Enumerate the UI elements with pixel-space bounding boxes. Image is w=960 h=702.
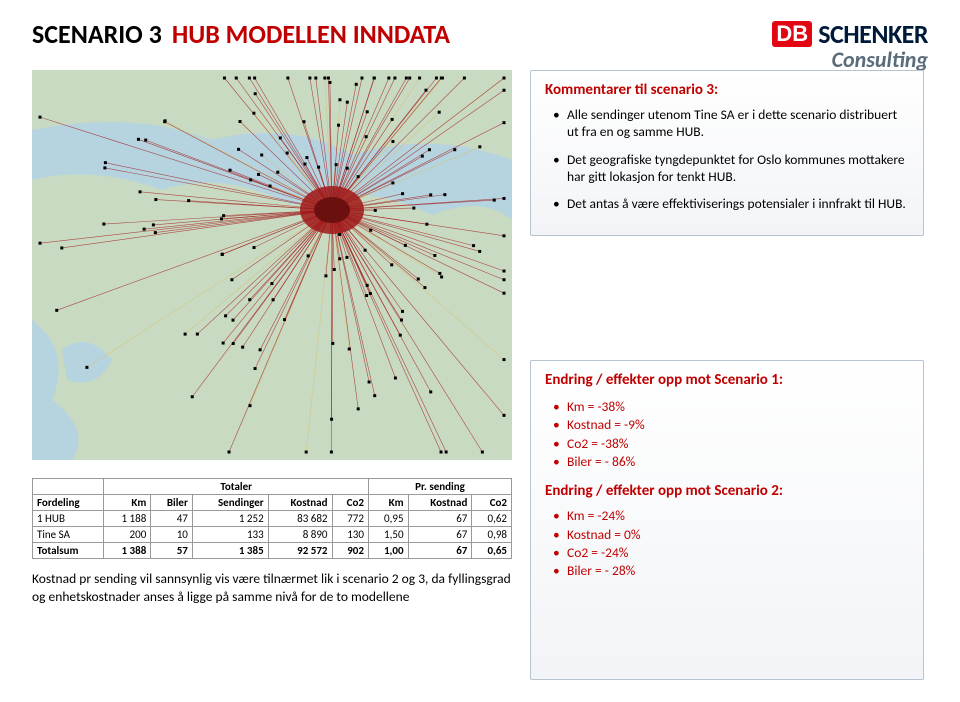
effects-box: Endring / effekter opp mot Scenario 1: K… (530, 360, 924, 680)
comments-box: Kommentarer til scenario 3: Alle sending… (530, 70, 924, 236)
comment-item: Det geografiske tyngdepunktet for Oslo k… (545, 151, 909, 186)
col-header: Fordeling (33, 495, 104, 511)
effects-title-2: Endring / effekter opp mot Scenario 2: (545, 482, 909, 501)
effects-list-2: Km = -24% Kostnad = 0%Co2 = -24%Biler = -… (545, 507, 909, 579)
effect-item: Kostnad = 0% (545, 526, 909, 543)
col-header: Km (104, 495, 151, 511)
effect-item: Km = -24% (545, 507, 909, 524)
col-header: Sendinger (192, 495, 268, 511)
header: SCENARIO 3 HUB MODELLEN INNDATA DB SCHEN… (32, 18, 928, 73)
data-table: TotalerPr. sendingFordelingKmBilerSendin… (32, 478, 512, 559)
group-totaler: Totaler (104, 479, 369, 495)
col-header: Kostnad (408, 495, 472, 511)
col-header: Co2 (332, 495, 368, 511)
effects-list-1: Km = -38%Kostnad = -9% Co2 = -38%Biler = … (545, 398, 909, 470)
data-table-area: TotalerPr. sendingFordelingKmBilerSendin… (32, 478, 512, 559)
effects-title-1: Endring / effekter opp mot Scenario 1: (545, 371, 909, 390)
title-block: SCENARIO 3 HUB MODELLEN INNDATA (32, 18, 450, 50)
comment-item: Alle sendinger utenom Tine SA er i dette… (545, 106, 909, 141)
col-header: Co2 (472, 495, 512, 511)
title-main: SCENARIO 3 (32, 18, 162, 50)
map-diagram (32, 70, 512, 460)
db-logo-icon: DB (772, 21, 812, 47)
col-header: Kostnad (268, 495, 332, 511)
footnote: Kostnad pr sending vil sannsynlig vis væ… (32, 570, 512, 605)
table-total-row: Totalsum1 388571 38592 5729021,00670,65 (33, 543, 512, 559)
consulting-label: Consulting (772, 46, 928, 73)
col-header: Biler (151, 495, 193, 511)
effect-item: Kostnad = -9% (545, 416, 909, 433)
effect-item: Co2 = -24% (545, 544, 909, 561)
effect-item: Km = -38% (545, 398, 909, 415)
comments-list: Alle sendinger utenom Tine SA er i dette… (545, 106, 909, 212)
title-sub: HUB MODELLEN INNDATA (172, 18, 450, 50)
comment-item: Det antas å være effektiviserings potens… (545, 195, 909, 212)
effect-item: Biler = - 86% (545, 453, 909, 470)
effect-item: Biler = - 28% (545, 562, 909, 579)
col-header: Km (368, 495, 408, 511)
table-row: Tine SA200101338 8901301,50670,98 (33, 527, 512, 543)
effect-item: Co2 = -38% (545, 435, 909, 452)
comments-title: Kommentarer til scenario 3: (545, 81, 909, 100)
group-pr-sending: Pr. sending (368, 479, 511, 495)
logo-block: DB SCHENKER Consulting (772, 18, 928, 73)
table-row: 1 HUB1 188471 25283 6827720,95670,62 (33, 511, 512, 527)
